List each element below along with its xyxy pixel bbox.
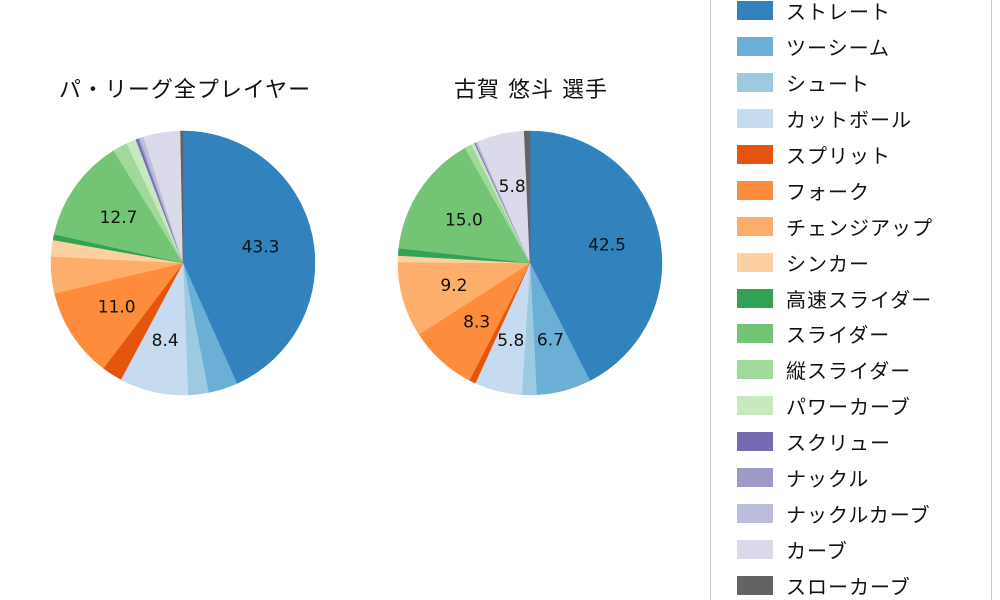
legend-color-swatch bbox=[737, 503, 773, 523]
legend-label: スローカーブ bbox=[786, 574, 911, 599]
percentage-label: 11.0 bbox=[98, 297, 136, 317]
legend-label: 縦スライダー bbox=[786, 359, 912, 384]
legend-color-swatch bbox=[737, 37, 773, 57]
legend-item: ツーシーム bbox=[711, 29, 991, 65]
pie-slice bbox=[398, 147, 531, 264]
legend-label: スライダー bbox=[786, 323, 891, 348]
legend-item: ナックル bbox=[711, 460, 991, 496]
legend-items: ストレートツーシームシュートカットボール スプリットフォークチェンジアップ シンカー… bbox=[711, 0, 991, 600]
legend-label: カットボール bbox=[786, 108, 912, 133]
legend-box: ストレートツーシームシュートカットボール スプリットフォークチェンジアップ シンカー… bbox=[710, 0, 992, 600]
percentage-label: 5.8 bbox=[497, 331, 524, 351]
legend-item: シュート bbox=[711, 65, 991, 101]
percentage-label: 12.7 bbox=[100, 208, 138, 228]
legend-color-swatch bbox=[737, 432, 773, 452]
legend-color-swatch bbox=[737, 109, 773, 129]
legend-item: スライダー bbox=[711, 316, 991, 352]
legend-label: パワーカーブ bbox=[786, 395, 911, 420]
legend-label: ツーシーム bbox=[786, 36, 890, 61]
legend-label: ストレート bbox=[786, 0, 891, 25]
legend-color-swatch bbox=[737, 575, 773, 595]
legend-item: スローカーブ bbox=[711, 567, 991, 600]
percentage-label: 9.2 bbox=[440, 276, 467, 296]
percentage-label: 8.3 bbox=[463, 313, 490, 333]
legend-label: スプリット bbox=[786, 144, 891, 168]
pie-slice bbox=[182, 130, 316, 384]
left-pie-title: パ・リーグ全プレイヤー bbox=[58, 78, 312, 103]
legend-color-swatch bbox=[737, 1, 773, 21]
legend-item: パワーカーブ bbox=[711, 388, 991, 424]
legend-item: ナックルカーブ bbox=[711, 495, 991, 531]
legend-label: スクリュー bbox=[786, 431, 891, 456]
legend-item: ストレート bbox=[711, 0, 991, 29]
pie-slice bbox=[53, 150, 184, 264]
legend-item: スクリュー bbox=[711, 424, 991, 460]
legend-item: カーブ bbox=[711, 531, 991, 567]
legend-color-swatch bbox=[737, 180, 773, 200]
legend-label: チェンジアップ bbox=[786, 215, 933, 240]
legend-item: フォーク bbox=[711, 172, 991, 208]
legend-color-swatch bbox=[737, 252, 773, 272]
legend-item: 縦スライダー bbox=[711, 352, 991, 388]
percentage-label: 5.8 bbox=[499, 177, 526, 197]
legend-label: ナックル bbox=[786, 467, 870, 492]
legend-color-swatch bbox=[737, 360, 773, 380]
percentage-label: 8.4 bbox=[152, 331, 179, 351]
legend-label: ナックルカーブ bbox=[786, 502, 931, 527]
legend-color-swatch bbox=[737, 396, 773, 416]
legend-label: シンカー bbox=[786, 251, 870, 276]
left-pie-chart: 43.3 8.4 11.0 12.7 bbox=[50, 130, 316, 396]
legend-color-swatch bbox=[737, 288, 773, 308]
legend-color-swatch bbox=[737, 468, 773, 488]
legend-label: シュート bbox=[786, 72, 870, 97]
legend-color-swatch bbox=[737, 73, 773, 93]
right-pie-chart: 42.5 6.7 5.8 8.3 9.2 15.0 5.8 bbox=[397, 130, 663, 396]
legend-label: フォーク bbox=[786, 179, 870, 204]
pie-slice bbox=[180, 130, 184, 264]
percentage-label: 15.0 bbox=[445, 210, 483, 230]
legend-item: シンカー bbox=[711, 244, 991, 280]
pie-slice bbox=[54, 262, 184, 369]
pie-slice bbox=[523, 130, 531, 264]
legend-color-swatch bbox=[737, 539, 773, 559]
legend-label: カーブ bbox=[786, 538, 848, 563]
pie-slice bbox=[529, 130, 663, 381]
legend-color-swatch bbox=[737, 145, 773, 164]
percentage-label: 6.7 bbox=[537, 331, 564, 351]
legend-label: 高速スライダー bbox=[786, 287, 933, 312]
legend-item: スプリット bbox=[711, 137, 991, 173]
legend-color-swatch bbox=[737, 216, 773, 236]
percentage-label: 43.3 bbox=[242, 238, 280, 258]
legend-item: カットボール bbox=[711, 101, 991, 137]
legend-color-swatch bbox=[737, 324, 773, 344]
legend-item: 高速スライダー bbox=[711, 280, 991, 316]
right-pie-title: 古賀 悠斗 選手 bbox=[454, 78, 608, 103]
percentage-label: 42.5 bbox=[588, 236, 626, 256]
legend-item: チェンジアップ bbox=[711, 208, 991, 244]
